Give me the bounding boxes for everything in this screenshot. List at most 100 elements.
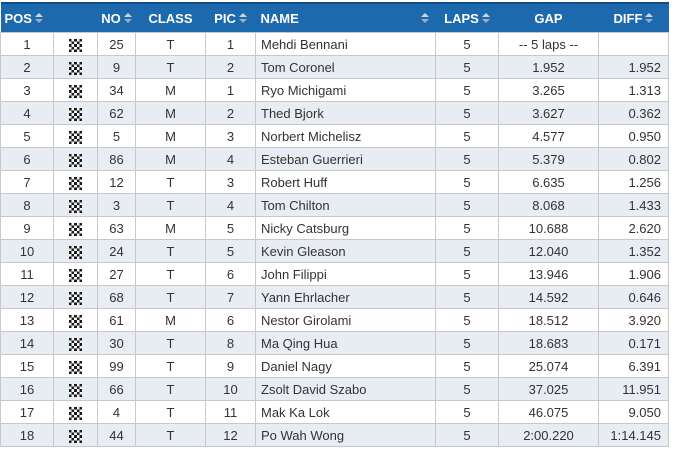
- cell-flag: [53, 331, 98, 355]
- cell-pic: 8: [205, 331, 256, 355]
- cell-class: T: [135, 400, 206, 424]
- cell-pos: 10: [0, 239, 54, 263]
- cell-laps: 5: [435, 262, 499, 286]
- cell-pos: 15: [0, 354, 54, 378]
- cell-gap: 5.379: [498, 147, 599, 171]
- column-header-label: DIFF: [613, 10, 643, 26]
- cell-pic: 7: [205, 285, 256, 309]
- cell-laps: 5: [435, 285, 499, 309]
- cell-name: Tom Coronel: [255, 55, 436, 79]
- result-row: 8 3 T 4 Tom Chilton 5 8.068 1.433: [0, 193, 669, 217]
- cell-flag: [53, 193, 98, 217]
- cell-flag: [53, 124, 98, 148]
- cell-diff: 1.352: [598, 239, 669, 263]
- result-row: 13 61 M 6 Nestor Girolami 5 18.512 3.920: [0, 308, 669, 332]
- checkered-flag-icon: [69, 130, 82, 144]
- cell-no: 99: [97, 354, 136, 378]
- cell-diff: 1.952: [598, 55, 669, 79]
- cell-pos: 4: [0, 101, 54, 125]
- checkered-flag-icon: [69, 337, 82, 351]
- checkered-flag-icon: [69, 429, 82, 443]
- cell-pic: 3: [205, 124, 256, 148]
- cell-laps: 5: [435, 55, 499, 79]
- column-header-pos[interactable]: POS: [0, 3, 54, 33]
- column-header-no[interactable]: NO: [97, 3, 136, 33]
- cell-pos: 6: [0, 147, 54, 171]
- sort-arrows-icon: [238, 13, 247, 23]
- cell-name: Nicky Catsburg: [255, 216, 436, 240]
- cell-flag: [53, 377, 98, 401]
- cell-pic: 11: [205, 400, 256, 424]
- column-header-label: NAME: [260, 10, 299, 26]
- cell-no: 24: [97, 239, 136, 263]
- cell-gap: 2:00.220: [498, 423, 599, 447]
- sort-arrows-icon: [420, 13, 429, 23]
- column-header-flag: [53, 3, 98, 33]
- checkered-flag-icon: [69, 84, 82, 98]
- cell-pos: 13: [0, 308, 54, 332]
- cell-flag: [53, 55, 98, 79]
- cell-no: 25: [97, 32, 136, 56]
- cell-pos: 2: [0, 55, 54, 79]
- cell-gap: 3.265: [498, 78, 599, 102]
- result-row: 10 24 T 5 Kevin Gleason 5 12.040 1.352: [0, 239, 669, 263]
- checkered-flag-icon: [69, 199, 82, 213]
- cell-diff: 2.620: [598, 216, 669, 240]
- column-header-label: PIC: [214, 10, 236, 26]
- column-header-diff[interactable]: DIFF: [598, 3, 669, 33]
- cell-diff: 1.313: [598, 78, 669, 102]
- column-header-label: GAP: [534, 10, 563, 26]
- cell-name: Thed Bjork: [255, 101, 436, 125]
- cell-class: T: [135, 331, 206, 355]
- cell-class: T: [135, 239, 206, 263]
- column-header-pic[interactable]: PIC: [205, 3, 256, 33]
- cell-name: Po Wah Wong: [255, 423, 436, 447]
- cell-flag: [53, 78, 98, 102]
- checkered-flag-icon: [69, 406, 82, 420]
- cell-diff: 0.646: [598, 285, 669, 309]
- cell-class: M: [135, 78, 206, 102]
- cell-laps: 5: [435, 308, 499, 332]
- cell-class: M: [135, 216, 206, 240]
- cell-diff: 1.433: [598, 193, 669, 217]
- cell-gap: 37.025: [498, 377, 599, 401]
- cell-pos: 17: [0, 400, 54, 424]
- cell-no: 12: [97, 170, 136, 194]
- column-header-name[interactable]: NAME: [255, 3, 436, 33]
- checkered-flag-icon: [69, 360, 82, 374]
- cell-pos: 14: [0, 331, 54, 355]
- cell-name: Ma Qing Hua: [255, 331, 436, 355]
- cell-laps: 5: [435, 216, 499, 240]
- sort-arrows-icon: [481, 13, 490, 23]
- cell-name: Daniel Nagy: [255, 354, 436, 378]
- cell-name: John Filippi: [255, 262, 436, 286]
- checkered-flag-icon: [69, 291, 82, 305]
- cell-gap: 6.635: [498, 170, 599, 194]
- cell-laps: 5: [435, 377, 499, 401]
- cell-no: 3: [97, 193, 136, 217]
- cell-flag: [53, 216, 98, 240]
- cell-pic: 2: [205, 101, 256, 125]
- cell-no: 9: [97, 55, 136, 79]
- checkered-flag-icon: [69, 245, 82, 259]
- cell-laps: 5: [435, 423, 499, 447]
- cell-flag: [53, 239, 98, 263]
- cell-flag: [53, 101, 98, 125]
- cell-class: T: [135, 423, 206, 447]
- cell-pic: 5: [205, 239, 256, 263]
- cell-diff: 11.951: [598, 377, 669, 401]
- cell-pic: 4: [205, 147, 256, 171]
- checkered-flag-icon: [69, 176, 82, 190]
- cell-diff: 0.950: [598, 124, 669, 148]
- checkered-flag-icon: [69, 38, 82, 52]
- column-header-laps[interactable]: LAPS: [435, 3, 499, 33]
- cell-laps: 5: [435, 170, 499, 194]
- cell-name: Yann Ehrlacher: [255, 285, 436, 309]
- cell-pic: 6: [205, 262, 256, 286]
- result-row: 16 66 T 10 Zsolt David Szabo 5 37.025 11.951: [0, 377, 669, 401]
- column-header-class: CLASS: [135, 3, 206, 33]
- cell-class: M: [135, 101, 206, 125]
- column-header-label: CLASS: [148, 10, 193, 26]
- sort-arrows-icon: [645, 13, 654, 23]
- cell-no: 68: [97, 285, 136, 309]
